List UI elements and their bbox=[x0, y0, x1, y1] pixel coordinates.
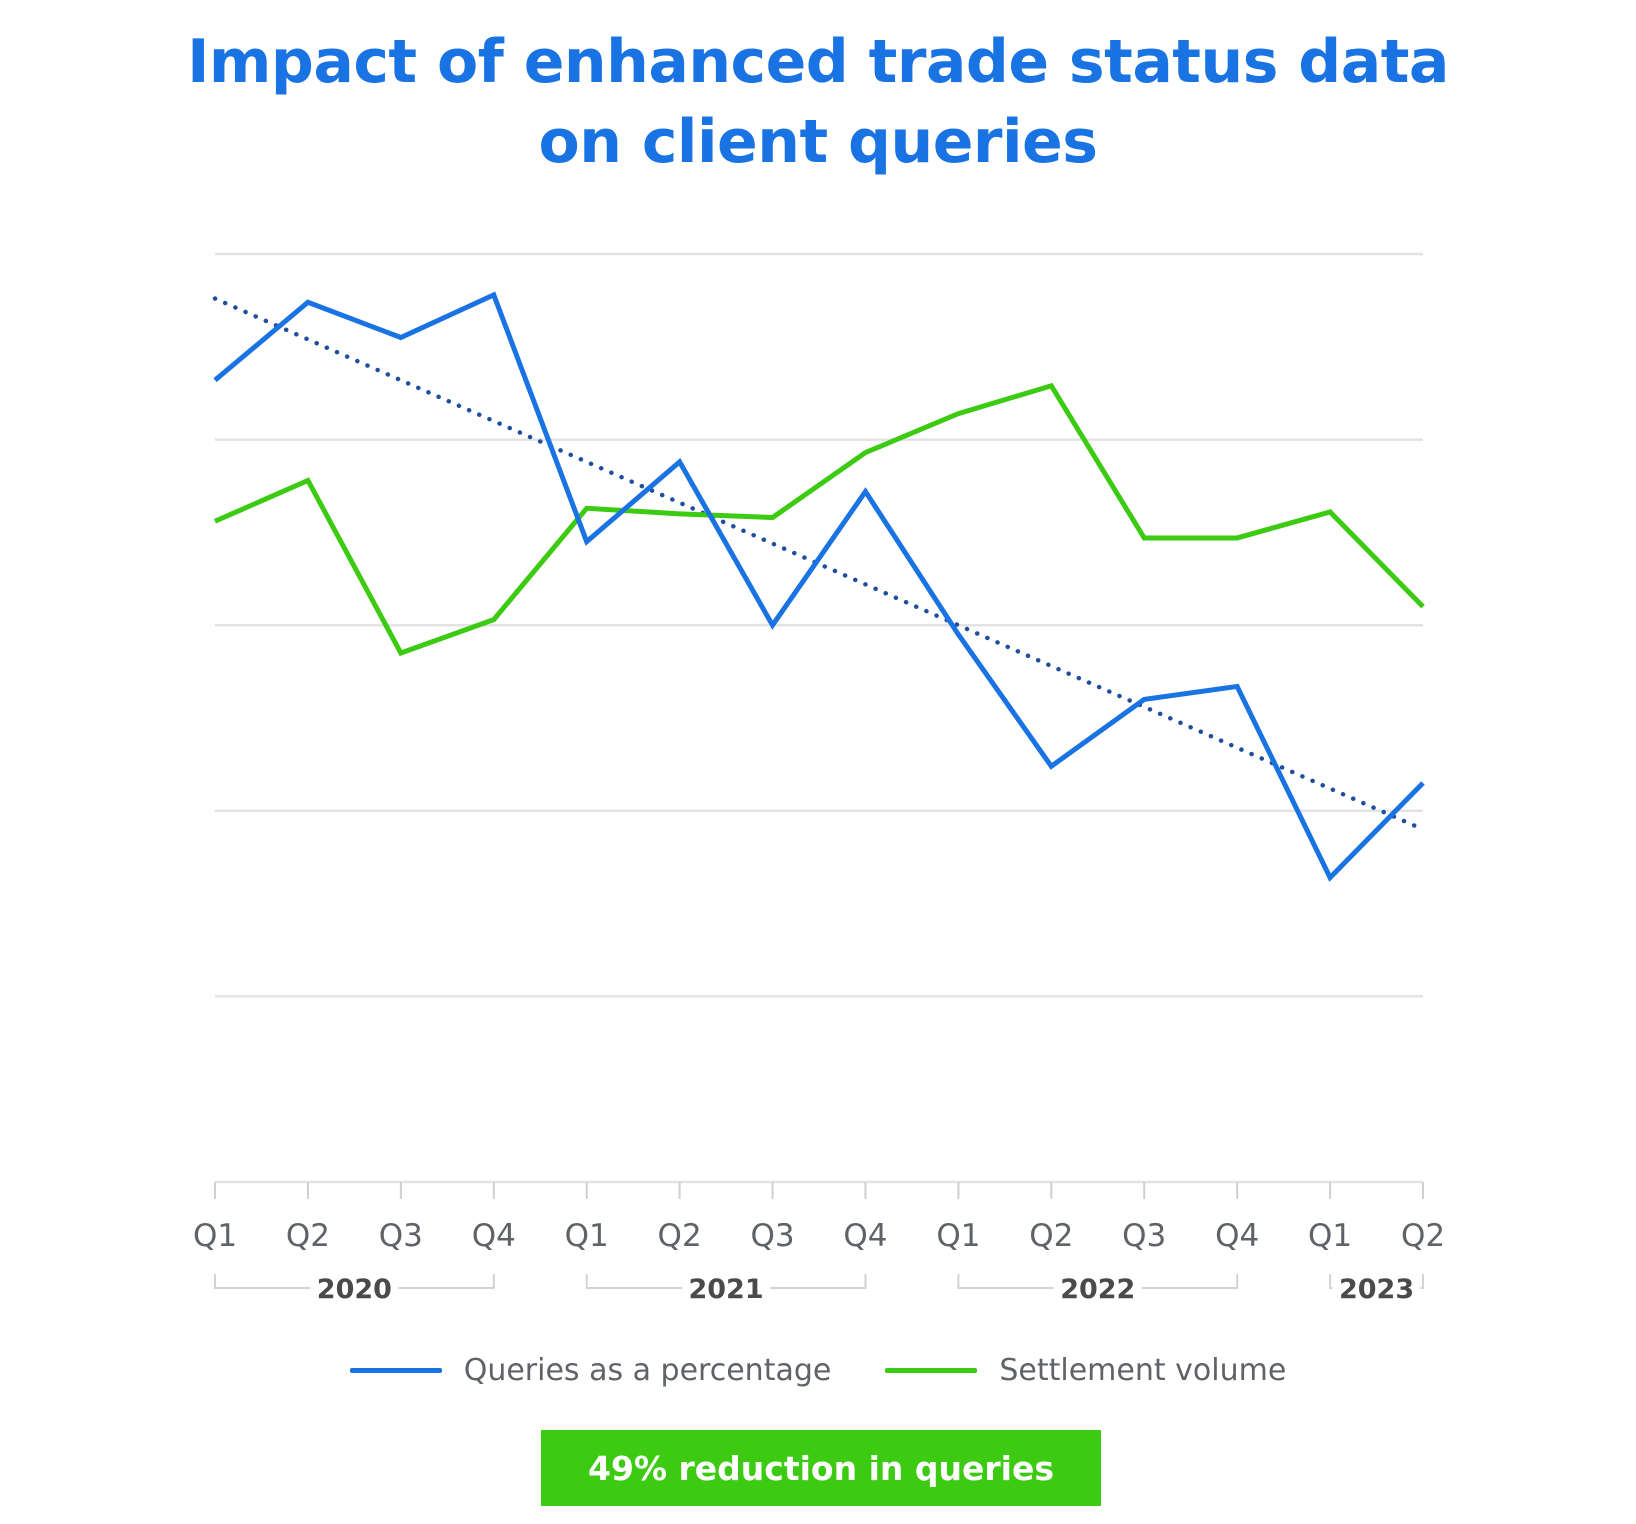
x-axis: Q1 Q2 Q3 Q4 Q1 Q2 Q3 Q4 Q1 Q2 Q3 Q4 Q1 Q2 2020 2021 2022… bbox=[193, 1180, 1445, 1305]
chart-title: Impact of enhanced trade status data on … bbox=[0, 22, 1636, 182]
settlement-series-line bbox=[213, 382, 1425, 657]
x-tick-label: Q2 bbox=[1029, 1218, 1073, 1254]
reduction-banner: 49% reduction in queries bbox=[541, 1430, 1101, 1506]
year-label: 2021 bbox=[688, 1274, 763, 1305]
x-tick-label: Q1 bbox=[565, 1218, 609, 1254]
x-tick-label: Q3 bbox=[750, 1218, 794, 1254]
x-tick-label: Q3 bbox=[1122, 1218, 1166, 1254]
year-bracket bbox=[957, 1274, 1239, 1289]
x-tick-label: Q1 bbox=[936, 1218, 980, 1254]
legend: Queries as a percentage Settlement volum… bbox=[0, 1353, 1636, 1388]
x-tick-label: Q1 bbox=[1308, 1218, 1352, 1254]
year-label: 2022 bbox=[1060, 1274, 1135, 1305]
legend-swatch-queries bbox=[349, 1368, 442, 1373]
chart-title-line1: Impact of enhanced trade status data bbox=[187, 27, 1449, 97]
queries-series-line bbox=[213, 291, 1425, 882]
line-chart: Q1 Q2 Q3 Q4 Q1 Q2 Q3 Q4 Q1 Q2 Q3 Q4 Q1 Q2 2020 2021 2022… bbox=[193, 252, 1445, 1305]
grid-lines bbox=[215, 252, 1423, 998]
year-bracket bbox=[214, 1274, 495, 1289]
legend-label-settlement: Settlement volume bbox=[999, 1353, 1287, 1388]
year-bracket bbox=[1329, 1274, 1424, 1289]
year-bracket bbox=[585, 1274, 867, 1289]
x-tick-label: Q2 bbox=[286, 1218, 330, 1254]
x-tick-label: Q1 bbox=[193, 1218, 237, 1254]
legend-swatch-settlement bbox=[885, 1368, 978, 1373]
x-tick-label: Q4 bbox=[472, 1218, 516, 1254]
queries-trendline bbox=[212, 296, 1426, 832]
x-tick-label: Q3 bbox=[379, 1218, 423, 1254]
legend-item-queries: Queries as a percentage bbox=[349, 1353, 832, 1388]
legend-label-queries: Queries as a percentage bbox=[463, 1353, 832, 1388]
x-tick-label: Q2 bbox=[1401, 1218, 1445, 1254]
trendline-layer bbox=[212, 296, 1426, 832]
x-tick-label: Q2 bbox=[658, 1218, 702, 1254]
year-label: 2023 bbox=[1339, 1274, 1414, 1305]
legend-item-settlement: Settlement volume bbox=[885, 1353, 1286, 1388]
series-layer bbox=[213, 291, 1425, 882]
chart-title-line2: on client queries bbox=[538, 107, 1098, 177]
x-tick-label: Q4 bbox=[1215, 1218, 1259, 1254]
year-label: 2020 bbox=[317, 1274, 392, 1305]
x-tick-label: Q4 bbox=[843, 1218, 887, 1254]
